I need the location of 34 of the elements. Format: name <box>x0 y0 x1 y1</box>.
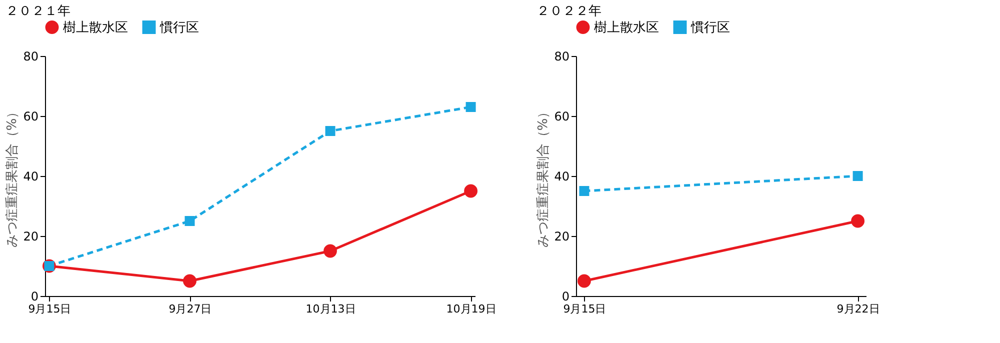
point <box>466 102 476 112</box>
legend-label: 慣行区 <box>690 20 730 36</box>
x-tick-label: 9月15日 <box>28 302 72 316</box>
y-tick-label: 40 <box>23 170 38 184</box>
y-tick-label: 20 <box>554 230 570 244</box>
point <box>464 184 478 198</box>
legend-label: 樹上散水区 <box>63 20 128 36</box>
y-tick-label: 80 <box>554 50 570 64</box>
point <box>578 274 591 288</box>
y-tick-label: 20 <box>23 230 38 244</box>
x-tick-label: 9月22日 <box>836 302 880 316</box>
point <box>579 186 590 196</box>
y-axis-title: みつ症重症果割合（%） <box>536 105 552 248</box>
x-tick-label: 9月27日 <box>168 302 212 316</box>
y-tick-label: 80 <box>23 50 38 64</box>
y-tick-label: 40 <box>554 170 570 184</box>
y-tick-label: 0 <box>30 290 38 304</box>
y-tick-label: 60 <box>554 110 570 124</box>
y-tick-label: 0 <box>562 290 570 304</box>
point <box>852 171 863 181</box>
legend-label: 樹上散水区 <box>594 20 659 36</box>
point <box>324 244 337 258</box>
x-tick-label: 9月15日 <box>563 302 606 316</box>
point <box>325 126 336 136</box>
x-tick-label: 10月19日 <box>446 302 496 316</box>
x-tick-label: 10月13日 <box>306 302 356 316</box>
y-tick-label: 60 <box>23 110 38 124</box>
point <box>183 274 196 288</box>
chart-title: ２０２２年 <box>536 4 602 19</box>
point <box>184 216 195 226</box>
chart-title: ２０２１年 <box>6 4 71 19</box>
y-axis-title: みつ症重症果割合（%） <box>5 105 20 248</box>
legend-label: 慣行区 <box>159 20 199 36</box>
point <box>851 214 864 228</box>
